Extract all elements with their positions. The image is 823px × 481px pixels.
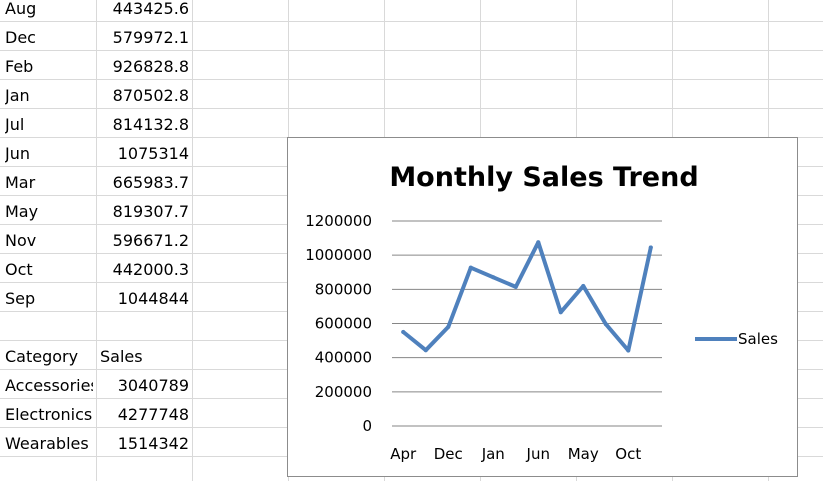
- y-tick-label: 800000: [315, 280, 372, 298]
- y-tick-label: 1000000: [305, 246, 372, 264]
- data-point[interactable]: [446, 324, 451, 329]
- cell-category-name[interactable]: Accessories: [5, 376, 93, 395]
- cell-month-name[interactable]: Aug: [5, 0, 37, 18]
- x-tick-label: May: [568, 445, 599, 463]
- cell-month-value[interactable]: 926828.8: [112, 57, 189, 76]
- data-point[interactable]: [491, 275, 496, 280]
- x-tick-label: Oct: [615, 445, 641, 463]
- cell-month-name[interactable]: Jun: [5, 144, 30, 163]
- data-point[interactable]: [648, 245, 653, 250]
- cell-category-value[interactable]: 1514342: [117, 434, 189, 453]
- cell-month-name[interactable]: Sep: [5, 289, 36, 308]
- data-point[interactable]: [603, 322, 608, 327]
- cell-month-name[interactable]: Jul: [5, 115, 25, 134]
- cell-month-name[interactable]: Oct: [5, 260, 33, 279]
- cell-month-name[interactable]: Jan: [5, 86, 30, 105]
- x-tick-label: Apr: [390, 445, 417, 463]
- cell-category-name[interactable]: Electronics: [5, 405, 93, 424]
- cell-category-name[interactable]: Wearables: [5, 434, 89, 453]
- y-tick-label: 600000: [315, 315, 372, 333]
- cell-month-value[interactable]: 1075314: [117, 144, 189, 163]
- cell-category-value[interactable]: 4277748: [117, 405, 189, 424]
- cell-month-value[interactable]: 1044844: [117, 289, 189, 308]
- cell-month-value[interactable]: 870502.8: [112, 86, 189, 105]
- y-tick-label: 0: [362, 417, 372, 435]
- cell-month-value[interactable]: 665983.7: [112, 173, 189, 192]
- data-point[interactable]: [468, 265, 473, 270]
- cell-month-name[interactable]: Mar: [5, 173, 36, 192]
- cell-month-value[interactable]: 442000.3: [112, 260, 189, 279]
- x-tick-label: Dec: [434, 445, 463, 463]
- chart-canvas: Monthly Sales Trend 0 200000 400000 600000 8…: [305, 162, 778, 463]
- cell-month-value[interactable]: 579972.1: [112, 28, 189, 47]
- data-point[interactable]: [581, 284, 586, 289]
- data-point[interactable]: [558, 310, 563, 315]
- series-line-sales[interactable]: [401, 240, 653, 353]
- y-tick-label: 400000: [315, 349, 372, 367]
- y-tick-label: 1200000: [305, 212, 372, 230]
- cell-month-name[interactable]: Nov: [5, 231, 37, 250]
- cell-category-value[interactable]: 3040789: [117, 376, 189, 395]
- cell-month-name[interactable]: Dec: [5, 28, 36, 47]
- data-point[interactable]: [423, 348, 428, 353]
- cell-month-value[interactable]: 814132.8: [112, 115, 189, 134]
- cell-month-name[interactable]: Feb: [5, 57, 34, 76]
- cell-month-value[interactable]: 819307.7: [112, 202, 189, 221]
- data-point[interactable]: [513, 284, 518, 289]
- cell-month-name[interactable]: May: [5, 202, 39, 221]
- cell-sales-header[interactable]: Sales: [100, 347, 143, 366]
- line-chart[interactable]: Monthly Sales Trend 0 200000 400000 600000 8…: [287, 137, 798, 477]
- cell-month-value[interactable]: 443425.6: [112, 0, 189, 18]
- cell-month-value[interactable]: 596671.2: [112, 231, 189, 250]
- cell-category-header[interactable]: Category: [5, 347, 79, 366]
- x-tick-label: Jan: [481, 445, 505, 463]
- x-tick-label: Jun: [526, 445, 550, 463]
- data-point[interactable]: [536, 240, 541, 245]
- chart-title: Monthly Sales Trend: [389, 162, 698, 193]
- legend-label-sales: Sales: [738, 330, 778, 348]
- data-point[interactable]: [626, 348, 631, 353]
- y-tick-label: 200000: [315, 383, 372, 401]
- data-point[interactable]: [401, 330, 406, 335]
